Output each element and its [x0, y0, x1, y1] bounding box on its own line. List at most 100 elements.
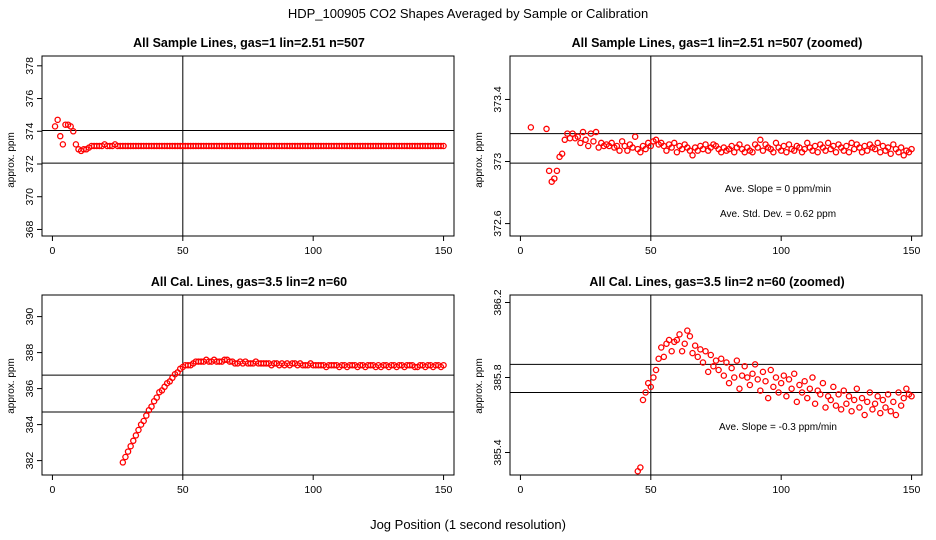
y-tick-label: 370 [24, 188, 36, 206]
data-point [57, 132, 64, 140]
data-point [51, 123, 59, 130]
data-point [877, 148, 884, 156]
x-tick-label: 50 [177, 484, 189, 496]
data-point [882, 404, 889, 411]
data-point [824, 139, 832, 147]
data-point [637, 148, 644, 156]
data-point [837, 406, 845, 413]
data-point [652, 366, 660, 374]
data-point [558, 150, 566, 158]
data-point [887, 407, 894, 415]
data-point [830, 383, 837, 391]
y-tick-label: 388 [24, 344, 36, 362]
y-tick-label: 368 [24, 221, 36, 239]
panel-title: All Cal. Lines, gas=3.5 lin=2 n=60 [151, 275, 347, 289]
x-tick-label: 50 [177, 245, 189, 257]
data-point [895, 389, 902, 396]
data-point [827, 396, 834, 404]
data-point [853, 385, 861, 392]
data-point [72, 141, 80, 148]
data-point [900, 152, 907, 159]
data-point [676, 331, 683, 338]
data-point [59, 141, 67, 148]
data-point [890, 141, 897, 148]
x-tick-label: 150 [435, 484, 453, 496]
data-point [132, 432, 140, 439]
y-axis-label: approx. ppm [6, 132, 17, 188]
data-point [725, 379, 733, 387]
data-point [848, 407, 855, 415]
data-point [618, 138, 626, 145]
data-point [744, 374, 751, 381]
plot-frame [509, 294, 923, 476]
y-tick-label: 372 [24, 155, 36, 173]
data-point [890, 398, 897, 406]
data-point [590, 138, 597, 145]
data-point [772, 139, 780, 147]
data-point [806, 385, 814, 392]
y-tick-label: 386 [24, 380, 36, 398]
y-tick-label: 386.2 [492, 289, 504, 315]
panel-sample-lines: All Sample Lines, gas=1 lin=2.51 n=507 a… [6, 36, 455, 257]
data-point [845, 392, 853, 400]
data-point [678, 347, 686, 355]
data-point [130, 437, 137, 445]
data-point [553, 167, 561, 175]
data-point [804, 139, 811, 147]
data-point [148, 403, 155, 410]
data-point [668, 347, 675, 355]
x-tick-label: 50 [645, 484, 657, 496]
data-point [801, 377, 808, 385]
data-point [866, 389, 874, 396]
data-point [584, 142, 592, 150]
data-point [757, 136, 764, 144]
data-point [897, 144, 905, 151]
data-point [728, 364, 735, 372]
data-point [650, 374, 657, 381]
data-point [613, 142, 621, 150]
data-point [757, 387, 764, 394]
data-point [647, 142, 655, 150]
data-point [652, 136, 660, 144]
data-point [832, 402, 840, 409]
data-point [569, 130, 576, 137]
data-point [783, 392, 790, 400]
data-point [668, 144, 675, 151]
data-point [749, 148, 756, 156]
data-point [843, 400, 850, 407]
data-point [122, 453, 129, 461]
data-point [543, 125, 550, 133]
data-point [908, 392, 915, 400]
data-point [785, 141, 793, 148]
data-point [780, 372, 788, 379]
data-point [858, 148, 866, 156]
data-point [832, 148, 840, 156]
data-point [887, 150, 894, 158]
data-point [153, 394, 160, 401]
data-point [135, 426, 142, 434]
data-point [736, 385, 743, 392]
plot-frame [41, 294, 455, 476]
data-point [723, 359, 730, 366]
data-point [731, 374, 738, 381]
data-point [814, 148, 821, 156]
data-point [762, 377, 769, 385]
x-tick-label: 0 [50, 245, 56, 257]
data-point [592, 128, 600, 136]
data-point [702, 347, 709, 355]
panel-title: All Sample Lines, gas=1 lin=2.51 n=507 [133, 36, 365, 50]
data-point [770, 383, 777, 391]
data-point [691, 342, 699, 349]
data-point [871, 145, 879, 153]
data-point [127, 442, 134, 450]
data-point [903, 385, 910, 392]
data-point [856, 404, 863, 411]
data-point [892, 411, 900, 419]
data-point [702, 141, 709, 148]
data-point [751, 361, 759, 368]
data-point [440, 142, 447, 150]
data-point [785, 376, 793, 383]
data-point [819, 379, 827, 387]
data-point [699, 359, 707, 366]
data-point [908, 145, 915, 153]
